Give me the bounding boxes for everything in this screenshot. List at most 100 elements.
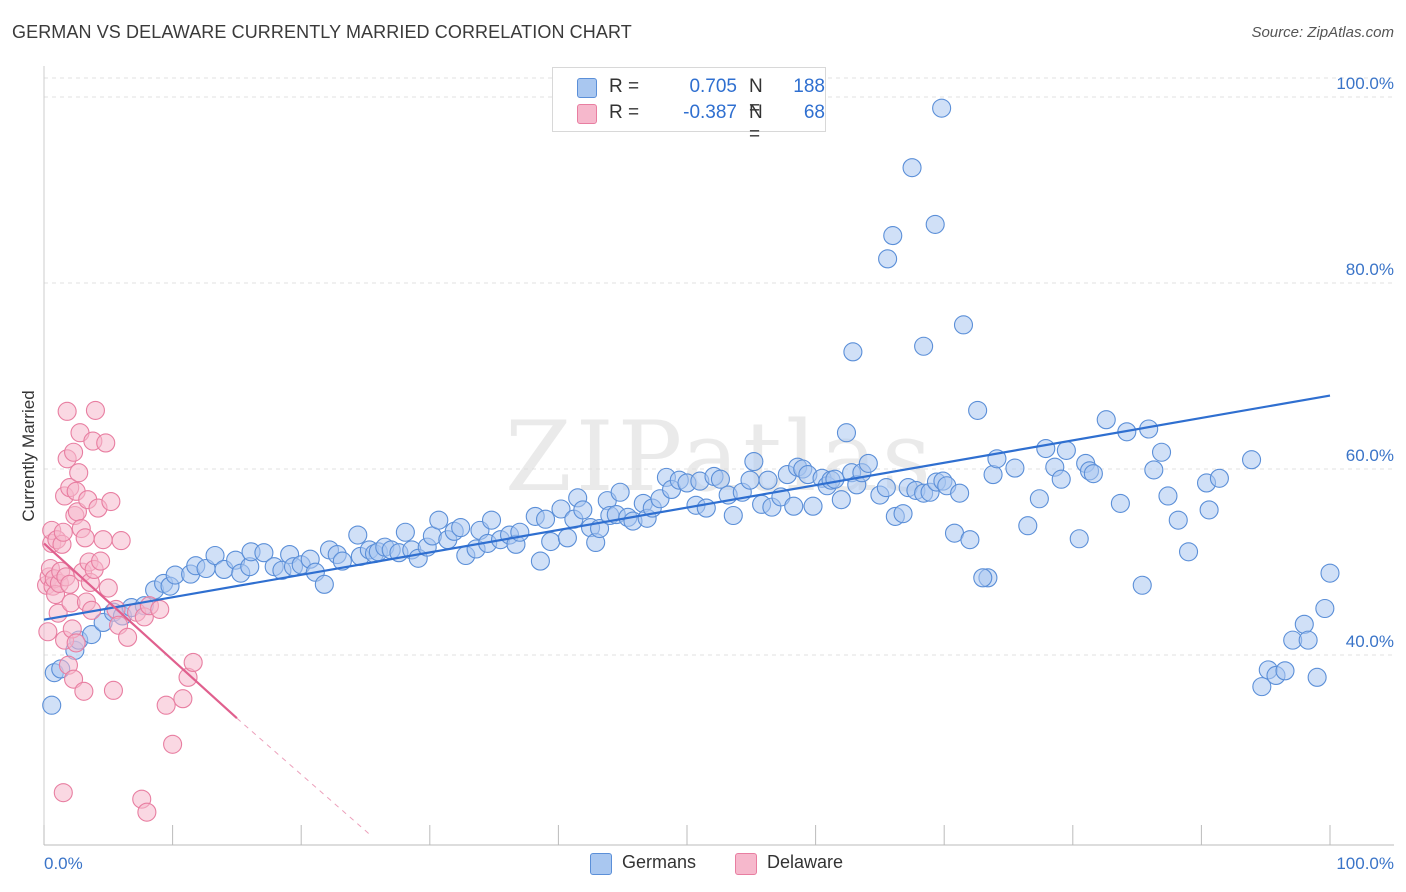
delaware-point	[64, 442, 84, 462]
germans-r-label: R =	[609, 76, 640, 97]
germans-point	[858, 453, 878, 473]
delaware-point	[173, 689, 193, 709]
delaware-point	[74, 681, 94, 701]
delaware-n-label: N =	[749, 102, 763, 145]
delaware-point	[91, 551, 111, 571]
germans-point	[1315, 598, 1335, 619]
germans-point	[1298, 630, 1318, 650]
germans-point	[953, 315, 974, 335]
germans-point	[893, 504, 913, 524]
germans-legend-label: Germans	[622, 852, 697, 872]
y-tick-label: 80.0%	[1346, 260, 1394, 279]
germans-point	[82, 624, 102, 645]
delaware-point	[53, 522, 73, 542]
source-credit: Source: ZipAtlas.com	[1251, 24, 1394, 41]
germans-point	[843, 342, 863, 362]
delaware-point	[183, 652, 203, 672]
germans-point	[932, 98, 952, 118]
delaware-point	[66, 633, 86, 653]
germans-point	[573, 500, 593, 520]
germans-point	[1252, 677, 1272, 697]
chart-title: GERMAN VS DELAWARE CURRENTLY MARRIED COR…	[12, 22, 632, 42]
germans-point	[1018, 516, 1038, 536]
germans-point	[254, 543, 274, 563]
germans-point	[1242, 450, 1262, 470]
germans-point	[723, 505, 743, 526]
delaware-point	[85, 400, 105, 420]
delaware-point	[163, 734, 183, 754]
germans-point	[535, 509, 556, 529]
correlation-legend: R = 0.705 N = 188 R = -0.387 N = 68	[552, 67, 826, 145]
delaware-r-label: R =	[609, 102, 640, 123]
germans-point	[1069, 529, 1089, 549]
delaware-point	[111, 531, 131, 551]
delaware-point	[60, 574, 80, 594]
y-tick-label: 40.0%	[1346, 632, 1394, 651]
germans-point	[744, 452, 764, 472]
germans-point	[1307, 667, 1327, 687]
y-axis-label: Currently Married	[19, 390, 38, 521]
germans-point	[557, 528, 577, 548]
germans-point	[530, 551, 550, 571]
germans-point	[332, 551, 352, 571]
germans-points	[42, 98, 1340, 715]
germans-point	[758, 470, 778, 490]
germans-point	[395, 522, 415, 542]
germans-point	[983, 465, 1003, 485]
germans-point	[960, 530, 980, 550]
germans-point	[876, 478, 896, 498]
germans-point	[1096, 410, 1116, 430]
germans-point	[1275, 661, 1295, 681]
delaware-legend-swatch	[735, 853, 757, 875]
germans-point	[348, 525, 368, 545]
delaware-point	[118, 627, 138, 647]
germans-point	[205, 545, 225, 566]
delaware-trend-line	[43, 542, 238, 720]
germans-point	[1144, 460, 1164, 480]
germans-point	[314, 574, 334, 594]
delaware-legend-label: Delaware	[767, 852, 844, 872]
germans-r-value: 0.705	[689, 76, 737, 97]
germans-point	[1320, 563, 1340, 583]
x-axis-ticks	[43, 825, 1331, 845]
germans-point	[610, 482, 630, 502]
y-tick-label: 60.0%	[1346, 446, 1394, 465]
germans-point	[1294, 614, 1314, 634]
delaware-r-value: -0.387	[683, 102, 737, 123]
germans-point	[883, 226, 903, 246]
germans-point	[968, 400, 988, 420]
germans-point	[1178, 542, 1199, 562]
delaware-point	[156, 695, 176, 715]
germans-point	[1199, 500, 1219, 520]
delaware-point	[98, 578, 118, 598]
germans-point	[481, 510, 502, 530]
delaware-point	[57, 401, 77, 421]
germans-point	[1132, 575, 1152, 595]
germans-point	[950, 483, 970, 503]
germans-point	[825, 469, 845, 489]
germans-n-value: 188	[793, 76, 825, 97]
germans-point	[429, 510, 449, 530]
x-tick-label-max: 100.0%	[1336, 854, 1394, 873]
germans-point	[1083, 464, 1103, 484]
delaware-point	[101, 491, 121, 512]
germans-point	[1209, 468, 1229, 488]
germans-legend-swatch	[590, 853, 612, 875]
germans-point	[836, 423, 857, 443]
delaware-point	[137, 802, 157, 822]
germans-point	[696, 498, 716, 518]
germans-point	[551, 499, 571, 519]
germans-point	[42, 695, 62, 715]
delaware-point	[150, 599, 170, 619]
germans-point	[1168, 510, 1188, 530]
germans-point	[1051, 469, 1071, 489]
germans-point	[878, 249, 898, 269]
delaware-points	[37, 400, 203, 822]
delaware-point	[69, 463, 89, 483]
delaware-swatch	[577, 104, 597, 124]
x-tick-label-min: 0.0%	[44, 854, 83, 873]
germans-point	[803, 496, 823, 516]
delaware-n-value: 68	[803, 102, 825, 123]
delaware-point	[93, 530, 113, 550]
germans-point	[1056, 440, 1076, 460]
